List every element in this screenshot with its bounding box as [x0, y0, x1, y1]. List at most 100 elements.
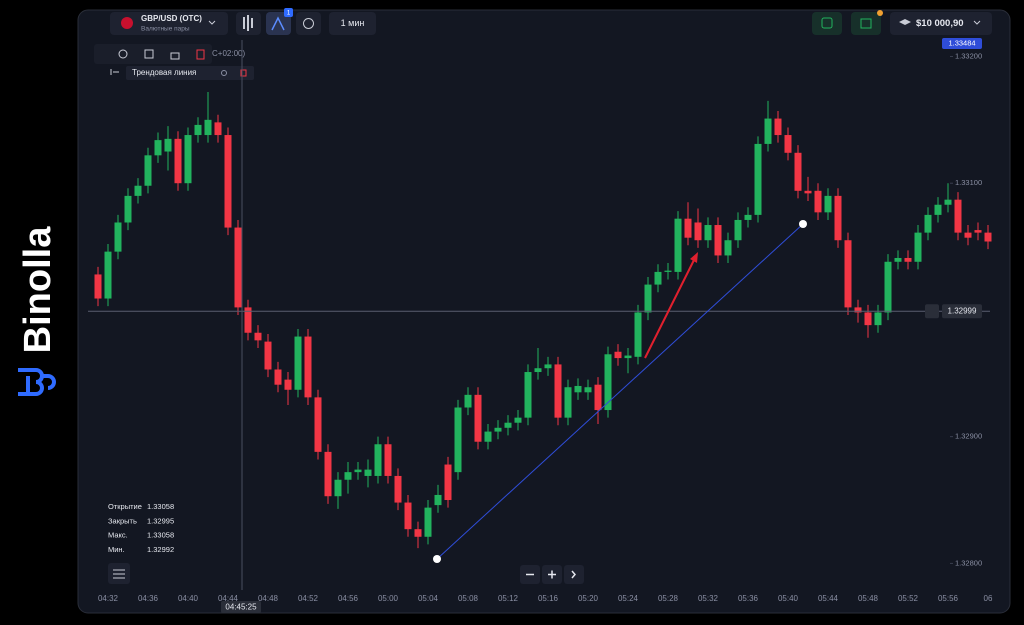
- timezone: C+02:00): [212, 49, 245, 58]
- candle-body: [974, 230, 982, 233]
- trend-anchor[interactable]: [433, 555, 441, 563]
- candle-body: [334, 479, 342, 497]
- candle-body: [584, 387, 592, 393]
- candle-body: [184, 135, 192, 184]
- flag-icon: [121, 17, 133, 29]
- copy-icon[interactable]: [144, 49, 154, 59]
- balance-button[interactable]: [890, 12, 992, 35]
- candle-body: [854, 307, 862, 313]
- x-tick-label: 04:52: [298, 594, 319, 603]
- candle-body: [474, 394, 482, 442]
- candle-body: [844, 240, 852, 308]
- chart: 1.33200 1.33100 1.32900 1.32800 04:32 04:36 04…: [88, 51, 993, 603]
- candle-body: [754, 143, 762, 215]
- balance: $10 000,90: [916, 18, 964, 29]
- collapse-icon[interactable]: [110, 69, 119, 75]
- candle-body: [514, 417, 522, 423]
- candle-body: [624, 355, 632, 359]
- trend-line: [436, 223, 804, 560]
- x-tick-label: 05:24: [618, 594, 639, 603]
- ohlc-value: 1.32992: [147, 545, 174, 554]
- x-tick-label: 05:40: [778, 594, 799, 603]
- candle-body: [954, 199, 962, 233]
- pair-group: Валютные пары: [141, 26, 190, 33]
- x-tick-label: 06: [984, 594, 993, 603]
- candle-body: [544, 364, 552, 369]
- ohlc-label: Открытие: [108, 502, 142, 511]
- y-tick-label: 1.33100: [955, 178, 982, 187]
- candle-body: [664, 270, 672, 272]
- candle-body: [394, 475, 402, 503]
- candle-body: [384, 444, 392, 476]
- x-tick-label: 04:48: [258, 594, 279, 603]
- candle-body: [234, 227, 242, 308]
- top-price: 1.33484: [948, 38, 975, 47]
- ohlc-value: 1.32995: [147, 516, 174, 525]
- candle-body: [724, 240, 732, 256]
- y-tick-label: 1.33200: [955, 51, 982, 60]
- candle-body: [824, 195, 832, 213]
- candle-body: [614, 351, 622, 359]
- candle-body: [704, 225, 712, 241]
- candle-body: [304, 336, 312, 398]
- candle-body: [794, 152, 802, 191]
- candle-body: [934, 204, 942, 215]
- crosshair-time-box: [221, 601, 261, 613]
- candle-body: [574, 385, 582, 393]
- candle-body: [264, 341, 272, 370]
- candle-body: [214, 122, 222, 136]
- candle-body: [594, 384, 602, 411]
- ohlc-label: Макс.: [108, 531, 128, 540]
- drawings-icon: [303, 18, 314, 29]
- arrow: [644, 257, 696, 359]
- sliders-icon: [113, 569, 125, 579]
- candle-body: [134, 185, 142, 196]
- candle-body: [554, 364, 562, 418]
- candles-icon: [243, 15, 253, 31]
- candle-body: [444, 464, 452, 501]
- dropdown-icon: [973, 20, 981, 25]
- scroll-right-button[interactable]: [564, 565, 584, 584]
- candle-body: [984, 232, 992, 242]
- x-tick-label: 05:32: [698, 594, 719, 603]
- candle-body: [204, 119, 212, 136]
- candle-body: [344, 472, 352, 480]
- y-tick-label: 1.32900: [955, 432, 982, 441]
- lock-icon[interactable]: [170, 52, 180, 60]
- x-tick-label: 05:00: [378, 594, 399, 603]
- x-tick-label: 04:56: [338, 594, 359, 603]
- current-price-box: [942, 304, 982, 319]
- gift-icon: [860, 18, 872, 29]
- x-tick-label: 04:40: [178, 594, 199, 603]
- timeframe-button[interactable]: [329, 12, 376, 35]
- drawings-button[interactable]: [296, 12, 321, 35]
- video-button[interactable]: [812, 12, 842, 35]
- notification-dot: [877, 10, 883, 16]
- drawing-chip[interactable]: [126, 66, 254, 80]
- current-price-icon[interactable]: [925, 304, 939, 319]
- candle-body: [254, 332, 262, 341]
- ohlc-label: Закрыть: [108, 516, 137, 525]
- gift-button[interactable]: [851, 12, 881, 35]
- candle-body: [874, 312, 882, 326]
- candle-body: [494, 427, 502, 432]
- candle-body: [534, 368, 542, 373]
- y-tick-label: 1.32800: [955, 558, 982, 567]
- candle-body: [284, 379, 292, 390]
- x-tick-label: 05:12: [498, 594, 519, 603]
- x-tick-label: 05:44: [818, 594, 839, 603]
- candle-body: [684, 218, 692, 238]
- candle-body: [834, 195, 842, 241]
- settings-icon[interactable]: [118, 49, 128, 59]
- trend-anchor[interactable]: [799, 220, 807, 228]
- candle-body: [964, 232, 972, 238]
- pair-selector[interactable]: [110, 12, 228, 35]
- x-tick-label: 04:44: [218, 594, 239, 603]
- candle-body: [104, 251, 112, 299]
- delete-icon[interactable]: [196, 49, 205, 60]
- candle-body: [454, 407, 462, 473]
- delete-icon[interactable]: [240, 69, 247, 77]
- candle-body: [504, 422, 512, 428]
- visibility-icon[interactable]: [221, 70, 227, 76]
